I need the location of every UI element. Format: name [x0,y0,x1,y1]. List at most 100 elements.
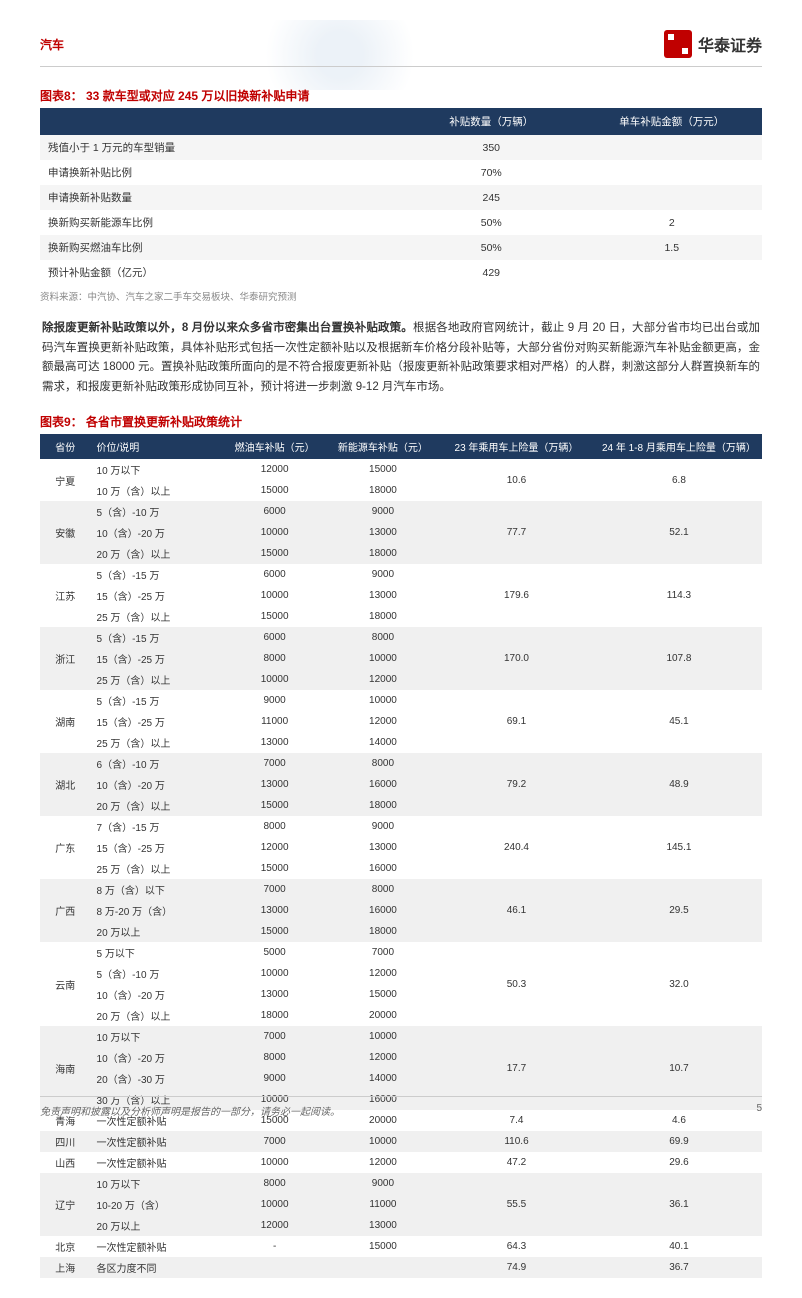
table-cell: 13000 [220,774,328,795]
table-row: 云南5 万以下5000700050.332.0 [40,942,762,963]
province-cell: 广东 [40,816,91,879]
table9-header-2: 燃油车补贴（元） [220,434,328,459]
table-cell: 48.9 [596,753,762,816]
table-cell: 6000 [220,564,328,585]
table-cell: 69.9 [596,1131,762,1152]
table-cell: 8000 [220,816,328,837]
table-cell: 145.1 [596,816,762,879]
table9-header-4: 23 年乘用车上险量（万辆） [437,434,596,459]
table-cell: 15000 [329,459,437,480]
category-label: 汽车 [40,36,64,53]
table-cell: 20 万以上 [91,921,221,942]
table-row: 申请换新补贴数量245 [40,185,762,210]
table-cell: 10 万（含）以上 [91,480,221,501]
table-cell: 7000 [220,1131,328,1152]
table-cell: 29.5 [596,879,762,942]
table-cell: 预计补贴金额（亿元） [40,260,401,285]
table-cell: 13000 [329,837,437,858]
table-cell: 7000 [220,879,328,900]
table-cell: 9000 [329,564,437,585]
table-cell: 残值小于 1 万元的车型销量 [40,135,401,160]
table-cell: 18000 [329,921,437,942]
table-cell: 12000 [329,669,437,690]
table-cell: 一次性定额补贴 [91,1152,221,1173]
table-cell: 15000 [329,984,437,1005]
table-cell: 20000 [329,1005,437,1026]
table-cell: 14000 [329,1068,437,1089]
table-cell [582,135,763,160]
table-row: 浙江5（含）-15 万60008000170.0107.8 [40,627,762,648]
table-cell: 350 [401,135,582,160]
table-row: 安徽5（含）-10 万6000900077.752.1 [40,501,762,522]
table-cell: 12000 [220,459,328,480]
table-cell: - [220,1236,328,1257]
table8-title: 图表8： 33 款车型或对应 245 万以旧换新补贴申请 [40,87,762,104]
province-cell: 江苏 [40,564,91,627]
table-cell: 9000 [329,816,437,837]
table-cell: 申请换新补贴比例 [40,160,401,185]
table9-header-5: 24 年 1-8 月乘用车上险量（万辆） [596,434,762,459]
province-cell: 安徽 [40,501,91,564]
table-cell: 245 [401,185,582,210]
table-cell: 9000 [220,690,328,711]
table-cell [582,260,763,285]
table-cell: 40.1 [596,1236,762,1257]
province-cell: 浙江 [40,627,91,690]
table-cell: 申请换新补贴数量 [40,185,401,210]
table-cell: 10000 [329,1026,437,1047]
table-cell: 77.7 [437,501,596,564]
province-cell: 北京 [40,1236,91,1257]
table-cell: 20 万（含）以上 [91,1005,221,1026]
table-row: 湖北6（含）-10 万7000800079.248.9 [40,753,762,774]
table-cell: 7（含）-15 万 [91,816,221,837]
table-cell: 20 万（含）以上 [91,543,221,564]
table-cell: 10 万以下 [91,1026,221,1047]
table8-header-row: 补贴数量（万辆） 单车补贴金额（万元） [40,108,762,135]
table-cell: 11000 [220,711,328,732]
table-cell: 10.6 [437,459,596,501]
table-cell: 9000 [329,1173,437,1194]
body-paragraph: 除报废更新补贴政策以外，8 月份以来众多省市密集出台置换补贴政策。根据各地政府官… [40,319,762,397]
table-cell: 10（含）-20 万 [91,984,221,1005]
table-row: 换新购买燃油车比例50%1.5 [40,235,762,260]
table-row: 辽宁10 万以下8000900055.536.1 [40,1173,762,1194]
table-cell: 50% [401,235,582,260]
table-cell: 15（含）-25 万 [91,585,221,606]
table-cell: 13000 [220,900,328,921]
table-row: 四川一次性定额补贴700010000110.669.9 [40,1131,762,1152]
table8-source: 资料来源：中汽协、汽车之家二手车交易板块、华泰研究预测 [40,289,762,303]
table9-header-3: 新能源车补贴（元） [329,434,437,459]
table-cell: 8000 [220,648,328,669]
table-cell: 10（含）-20 万 [91,522,221,543]
table-cell: 5（含）-10 万 [91,963,221,984]
table-cell: 13000 [329,585,437,606]
table-cell: 9000 [329,501,437,522]
table-cell: 18000 [329,606,437,627]
table-cell: 8 万-20 万（含） [91,900,221,921]
table-cell: 240.4 [437,816,596,879]
table-row: 山西一次性定额补贴100001200047.229.6 [40,1152,762,1173]
table-cell: 5（含）-10 万 [91,501,221,522]
page-footer: 免责声明和披露以及分析师声明是报告的一部分，请务必一起阅读。 5 [40,1096,762,1118]
table-cell: 15000 [220,543,328,564]
province-cell: 湖南 [40,690,91,753]
footer-disclaimer: 免责声明和披露以及分析师声明是报告的一部分，请务必一起阅读。 [40,1103,340,1118]
table-cell: 10 万以下 [91,1173,221,1194]
table-cell: 50% [401,210,582,235]
table-cell: 36.7 [596,1257,762,1278]
table-cell: 12000 [329,711,437,732]
table-cell: 20 万（含）以上 [91,795,221,816]
table-cell: 32.0 [596,942,762,1026]
table-cell: 18000 [329,480,437,501]
table-cell: 16000 [329,774,437,795]
table-cell: 14000 [329,732,437,753]
table-cell [582,185,763,210]
table-cell: 10（含）-20 万 [91,774,221,795]
table-cell: 12000 [329,963,437,984]
table-cell: 25 万（含）以上 [91,606,221,627]
table-cell: 15000 [220,606,328,627]
table-cell: 114.3 [596,564,762,627]
province-cell: 宁夏 [40,459,91,501]
table-cell: 52.1 [596,501,762,564]
table-row: 申请换新补贴比例70% [40,160,762,185]
